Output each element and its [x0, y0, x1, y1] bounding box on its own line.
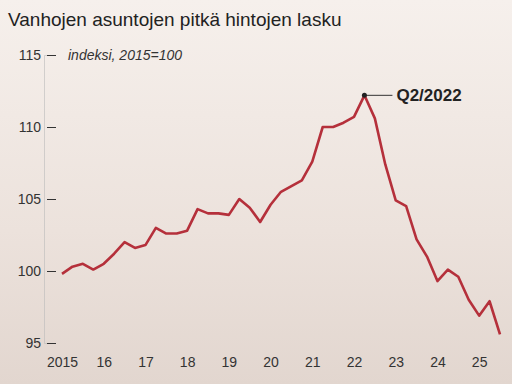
tick-label: 23 — [388, 354, 404, 370]
x-axis: 2015 16 17 18 19 20 21 22 23 24 25 — [47, 354, 488, 370]
tick-label: 2015 — [47, 354, 78, 370]
background — [0, 0, 512, 384]
annotation: Q2/2022 — [362, 86, 462, 105]
title: Vanhojen asuntojen pitkä hintojen lasku — [8, 9, 341, 30]
tick-label: 105 — [18, 191, 42, 207]
tick-label: 21 — [305, 354, 321, 370]
tick: 19 — [222, 354, 238, 370]
tick: 110 — [19, 119, 56, 135]
plot-area — [62, 95, 500, 334]
annotation-label: Q2/2022 — [396, 86, 461, 105]
y-axis-line — [45, 56, 57, 344]
tick: 100 — [18, 263, 56, 279]
tick: 115 — [19, 47, 56, 63]
tick: 24 — [430, 354, 446, 370]
tick: 105 — [18, 191, 56, 207]
tick-mark — [47, 343, 56, 344]
tick: 20 — [263, 354, 279, 370]
tick-label: 20 — [263, 354, 279, 370]
tick-label: 95 — [25, 335, 41, 351]
tick-mark — [47, 199, 56, 200]
tick: 17 — [138, 354, 154, 370]
tick: 18 — [180, 354, 196, 370]
line — [62, 95, 500, 334]
tick-label: 25 — [472, 354, 488, 370]
tick-label: 110 — [19, 119, 42, 135]
y-axis: 95 100 105 110 115 — [18, 47, 56, 351]
chart: Vanhojen asuntojen pitkä hintojen lasku i… — [0, 0, 512, 384]
tick: 95 — [25, 335, 56, 351]
tick: 23 — [388, 354, 404, 370]
tick: 21 — [305, 354, 321, 370]
tick: 2015 — [47, 354, 78, 370]
tick-label: 17 — [138, 354, 154, 370]
tick-label: 115 — [19, 47, 42, 63]
tick-mark — [47, 127, 56, 128]
tick-label: 19 — [222, 354, 238, 370]
tick-label: 18 — [180, 354, 196, 370]
tick-label: 16 — [96, 354, 112, 370]
tick: 25 — [472, 354, 488, 370]
tick-label: 22 — [347, 354, 363, 370]
tick-label: 24 — [430, 354, 446, 370]
tick-mark — [47, 55, 56, 56]
tick-mark — [47, 271, 56, 272]
annotation-leader — [364, 95, 392, 96]
annotation-dot — [362, 93, 367, 98]
tick: 22 — [347, 354, 363, 370]
tick-label: 100 — [18, 263, 42, 279]
tick: 16 — [96, 354, 112, 370]
subtitle: indeksi, 2015=100 — [68, 47, 182, 63]
